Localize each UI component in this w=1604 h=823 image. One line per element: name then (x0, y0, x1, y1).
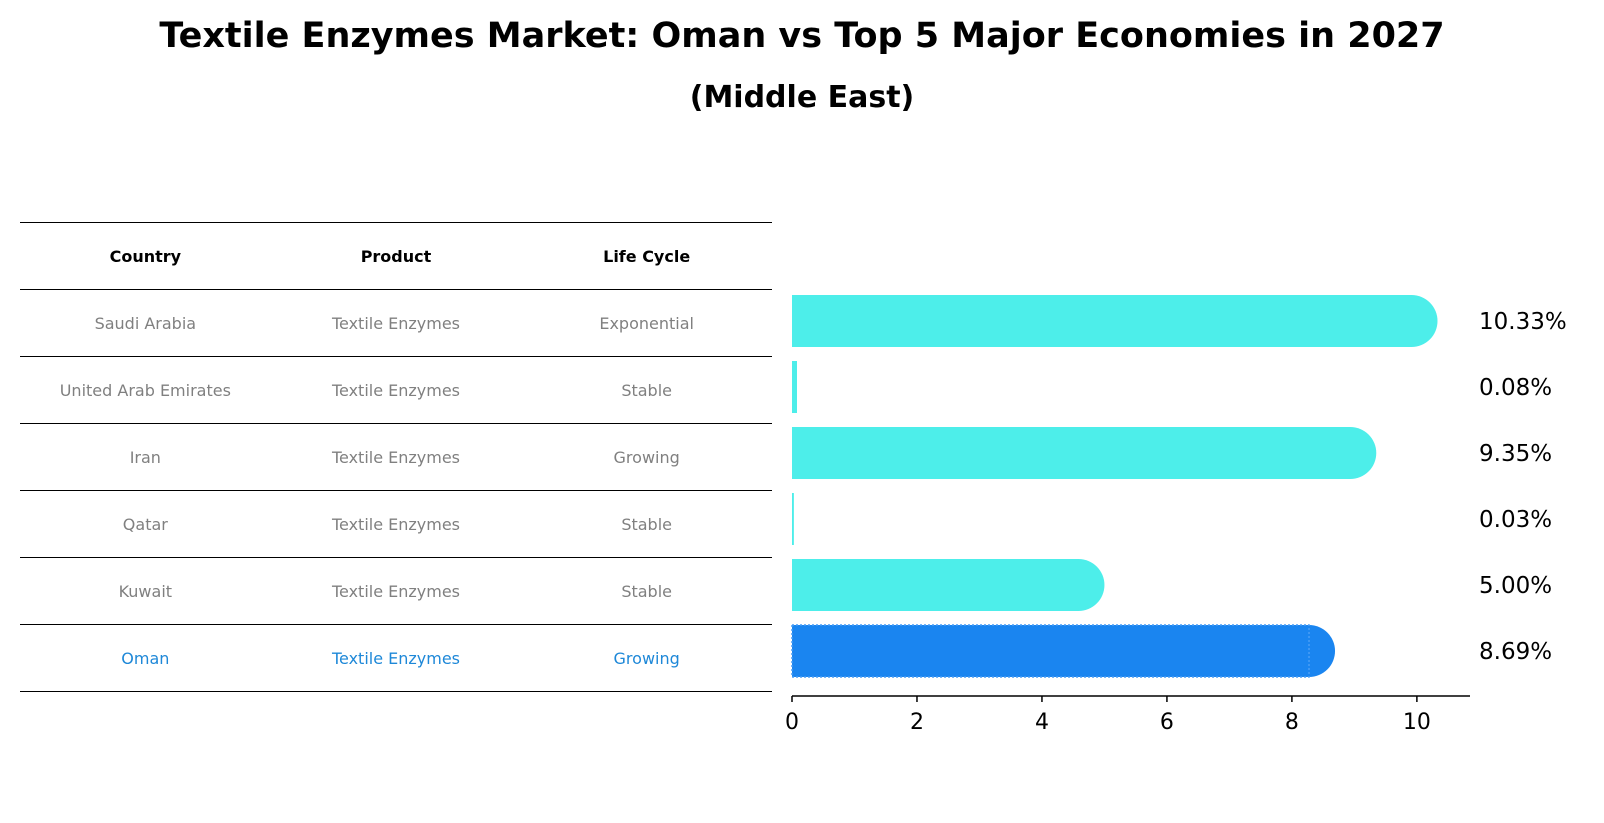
chart-title: Textile Enzymes Market: Oman vs Top 5 Ma… (159, 16, 1445, 56)
cell-product: Textile Enzymes (270, 624, 522, 692)
cell-product: Textile Enzymes (270, 423, 522, 491)
table-row: Iran Textile Enzymes Growing (20, 423, 772, 491)
bar-oman (792, 625, 1336, 677)
table-header-row: Country Product Life Cycle (20, 222, 772, 290)
column-header-country: Country (20, 222, 271, 290)
table-row: United Arab Emirates Textile Enzymes Sta… (20, 356, 772, 424)
bar-united-arab-emirates (792, 361, 797, 413)
x-tick-label: 6 (1160, 710, 1174, 735)
x-tick-label: 4 (1035, 710, 1049, 735)
x-tick-label: 8 (1285, 710, 1299, 735)
x-tick-label: 0 (785, 710, 799, 735)
cell-country: Kuwait (20, 557, 271, 625)
value-label: 5.00% (1479, 573, 1552, 599)
cell-life-cycle: Exponential (521, 289, 772, 357)
cell-country: Saudi Arabia (20, 289, 271, 357)
cell-product: Textile Enzymes (270, 557, 522, 625)
cell-country: United Arab Emirates (20, 356, 271, 424)
cell-life-cycle: Stable (521, 356, 772, 424)
table-row: Kuwait Textile Enzymes Stable (20, 557, 772, 625)
cell-life-cycle: Stable (521, 490, 772, 558)
column-header-product: Product (270, 222, 522, 290)
cell-product: Textile Enzymes (270, 356, 522, 424)
cell-country: Oman (20, 624, 271, 692)
bar-qatar (792, 493, 794, 545)
x-tick-label: 10 (1403, 710, 1431, 735)
bar-kuwait (792, 559, 1105, 611)
cell-life-cycle: Stable (521, 557, 772, 625)
cell-life-cycle: Growing (521, 624, 772, 692)
table-row: Saudi Arabia Textile Enzymes Exponential (20, 289, 772, 357)
table-row: Qatar Textile Enzymes Stable (20, 490, 772, 558)
value-label: 0.08% (1479, 375, 1552, 401)
bar-saudi-arabia (792, 295, 1438, 347)
cell-product: Textile Enzymes (270, 289, 522, 357)
table-row-highlighted: Oman Textile Enzymes Growing (20, 624, 772, 692)
value-label: 0.03% (1479, 507, 1552, 533)
cell-product: Textile Enzymes (270, 490, 522, 558)
bar-highlight-outline (791, 624, 1310, 678)
bar-iran (792, 427, 1377, 479)
x-tick-label: 2 (910, 710, 924, 735)
value-label: 8.69% (1479, 639, 1552, 665)
cell-life-cycle: Growing (521, 423, 772, 491)
column-header-life-cycle: Life Cycle (521, 222, 772, 290)
data-table: Country Product Life Cycle Saudi Arabia … (20, 222, 772, 692)
cell-country: Iran (20, 423, 271, 491)
cell-country: Qatar (20, 490, 271, 558)
chart-subtitle: (Middle East) (689, 80, 915, 115)
value-label: 9.35% (1479, 441, 1552, 467)
value-label: 10.33% (1479, 309, 1567, 335)
